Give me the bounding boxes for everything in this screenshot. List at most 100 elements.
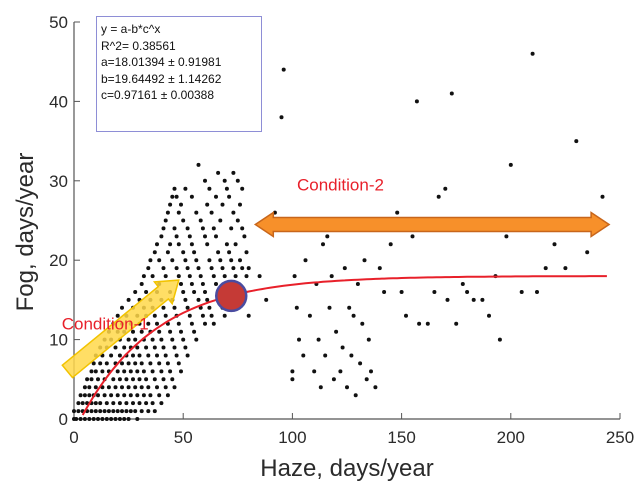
data-point	[244, 250, 249, 255]
data-point	[338, 369, 343, 374]
data-point	[152, 409, 157, 414]
fit-param-c: c=0.97161 ± 0.00388	[101, 88, 215, 102]
data-point	[91, 361, 96, 366]
data-point	[163, 313, 168, 318]
data-point	[163, 218, 168, 223]
data-point	[290, 377, 295, 382]
data-point	[131, 401, 135, 406]
data-point	[91, 417, 96, 421]
data-point	[172, 186, 177, 191]
data-point	[211, 226, 216, 231]
data-point	[122, 369, 127, 374]
data-point	[111, 409, 116, 414]
fit-parameters-box: y = a-b*c^x R^2= 0.38561 a=18.01394 ± 0.…	[96, 16, 262, 132]
data-point	[157, 361, 162, 366]
data-point	[432, 290, 437, 294]
data-point	[449, 91, 454, 96]
data-point	[552, 242, 557, 247]
data-point	[443, 186, 448, 191]
data-point	[231, 210, 236, 215]
data-point	[227, 194, 232, 199]
data-point	[214, 194, 218, 199]
data-point	[181, 218, 186, 223]
data-point	[80, 401, 85, 406]
data-point	[279, 115, 284, 120]
fit-param-b: b=19.64492 ± 1.14262	[101, 71, 222, 86]
condition-1-label: Condition-1	[62, 315, 149, 334]
data-point	[242, 234, 247, 239]
data-point	[89, 369, 94, 374]
data-point	[128, 393, 133, 398]
data-point	[205, 242, 210, 247]
data-point	[220, 266, 225, 271]
data-point	[312, 369, 317, 374]
data-point	[436, 194, 441, 199]
data-point	[307, 313, 312, 318]
data-point	[176, 361, 181, 366]
data-point	[146, 266, 151, 271]
data-point	[183, 345, 188, 350]
data-point	[124, 409, 129, 414]
data-point	[74, 417, 79, 421]
data-point	[100, 417, 105, 421]
data-point	[535, 290, 539, 294]
data-point	[102, 393, 107, 398]
condition-1-arrow	[61, 279, 180, 379]
data-point	[161, 266, 166, 271]
data-point	[150, 401, 155, 406]
data-point	[395, 210, 400, 215]
data-point	[159, 401, 164, 406]
data-point	[122, 393, 127, 398]
data-point	[342, 266, 347, 271]
data-point	[120, 385, 124, 390]
y-ticks: 0 10 20 30 40 50	[49, 13, 80, 429]
data-point	[109, 353, 114, 358]
data-point	[207, 305, 212, 310]
data-point	[133, 337, 138, 342]
data-point	[141, 369, 146, 374]
data-point	[126, 417, 131, 421]
data-point	[126, 361, 131, 366]
data-point	[135, 345, 140, 350]
data-point	[106, 409, 111, 414]
data-point	[174, 353, 179, 358]
data-point	[168, 369, 173, 374]
data-point	[543, 266, 548, 271]
data-point	[205, 202, 210, 207]
data-point	[133, 385, 138, 390]
data-point	[174, 194, 179, 199]
x-tick-label: 0	[69, 428, 78, 447]
data-point	[117, 353, 122, 358]
data-point	[106, 385, 111, 390]
x-ticks: 0 50 100 150 200 250	[69, 413, 634, 447]
y-tick-label: 30	[49, 172, 68, 191]
data-point	[410, 234, 415, 239]
data-point	[382, 290, 387, 294]
y-tick-label: 10	[49, 331, 68, 350]
data-point	[388, 242, 393, 247]
data-point	[131, 353, 135, 358]
data-point	[93, 385, 98, 390]
data-point	[218, 218, 223, 223]
data-point	[172, 305, 177, 310]
data-point	[109, 417, 114, 421]
data-point	[146, 321, 151, 326]
data-point	[229, 226, 234, 231]
data-point	[146, 385, 151, 390]
data-point	[141, 274, 146, 279]
data-point	[183, 258, 188, 263]
data-point	[111, 401, 116, 406]
data-point	[187, 313, 192, 318]
data-point	[303, 258, 308, 263]
data-point	[574, 139, 579, 144]
data-point	[144, 401, 149, 406]
data-point	[209, 210, 214, 215]
data-point	[347, 305, 352, 310]
data-point	[179, 369, 183, 374]
data-point	[504, 234, 509, 239]
data-point	[246, 313, 251, 318]
data-point	[358, 361, 363, 366]
data-point	[168, 242, 173, 247]
x-tick-label: 50	[174, 428, 193, 447]
data-point	[189, 194, 194, 199]
